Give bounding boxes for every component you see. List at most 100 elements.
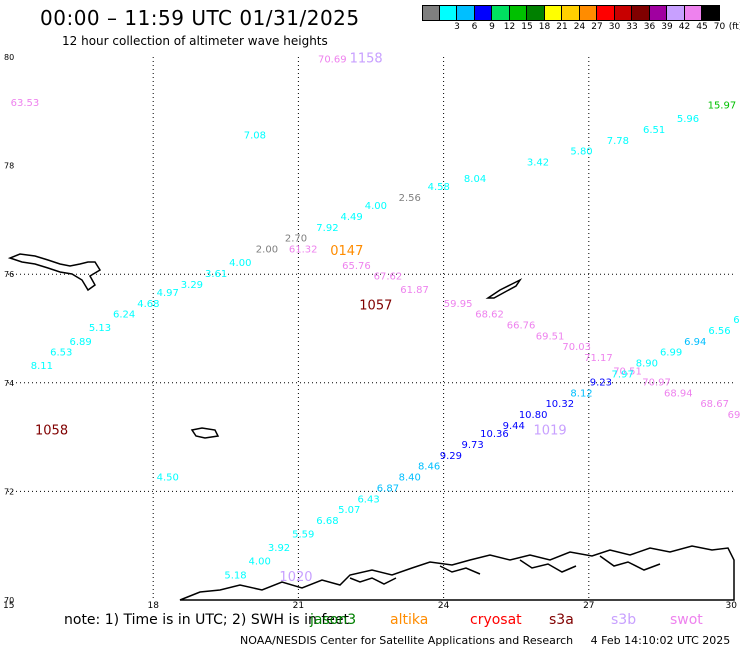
wave-height-label: 8.40 (399, 473, 421, 484)
fjord-detail-1 (349, 555, 661, 585)
wave-height-label: 4.68 (137, 299, 159, 310)
wave-height-label: 7.08 (244, 130, 266, 141)
legend-label: 70 (713, 22, 726, 32)
legend-label: 42 (678, 22, 691, 32)
wave-height-label: 8.46 (418, 462, 440, 473)
legend-label: 15 (521, 22, 533, 32)
wave-height-label: 3.29 (181, 280, 203, 291)
legend-swatch (562, 5, 580, 21)
wave-height-label: 71.17 (584, 353, 613, 364)
wave-height-label: 61.32 (289, 244, 318, 255)
wave-height-label: 70.51 (613, 367, 642, 378)
legend-label: 33 (626, 22, 638, 32)
longitude-tick-label: 21 (293, 601, 304, 611)
legend-swatch (667, 5, 685, 21)
hopen-coast (485, 278, 523, 299)
wave-height-label: 6.24 (113, 310, 135, 321)
wave-height-label: 6.87 (377, 483, 399, 494)
wave-height-label: 63.53 (11, 98, 40, 109)
wave-height-label: 4.50 (157, 473, 179, 484)
wave-height-label: 2.70 (285, 234, 307, 245)
pass-id-label: 1058 (35, 423, 68, 438)
wave-height-label: 6.99 (660, 348, 682, 359)
wave-height-label: 8.11 (31, 361, 53, 372)
legend-swatch (632, 5, 650, 21)
wave-height-label: 67.62 (374, 272, 403, 283)
legend-swatch (684, 5, 702, 21)
wave-height-label: 4.49 (341, 212, 363, 223)
wave-height-label: 3.42 (527, 158, 549, 169)
grid-lines (8, 57, 734, 600)
pass-id-label: 1020 (279, 570, 312, 585)
wave-height-label: 9.44 (503, 421, 525, 432)
svalbard-coast (7, 253, 102, 292)
wave-height-label: 10.80 (519, 410, 548, 421)
legend-label: 39 (661, 22, 673, 32)
footer-credit: NOAA/NESDIS Center for Satellite Applica… (240, 634, 731, 647)
wave-height-label: 4.58 (428, 182, 450, 193)
wave-height-label: 5.13 (89, 323, 111, 334)
latitude-tick-label: 70 (4, 596, 14, 605)
wave-height-label: 5.80 (570, 147, 592, 158)
legend-label: 30 (608, 22, 621, 32)
legend-label: 27 (591, 22, 603, 32)
norway-coast (179, 545, 735, 601)
wave-height-label: 5.07 (338, 505, 360, 516)
satellite-legend-altika: altika (390, 612, 429, 628)
wave-height-label: 2.00 (256, 244, 278, 255)
wave-height-label: 4.00 (365, 201, 387, 212)
wave-height-label: 6.68 (316, 516, 338, 527)
legend-swatch (544, 5, 562, 21)
wave-height-label: 5.96 (677, 114, 699, 125)
legend-swatch (457, 5, 475, 21)
legend-swatch (649, 5, 667, 21)
wave-height-label: 7.78 (607, 136, 629, 147)
legend-label: 21 (556, 22, 568, 32)
wave-height-label: 9.73 (462, 440, 484, 451)
satellite-legend-jason3: jason3 (310, 612, 357, 628)
legend-swatch (702, 5, 720, 21)
latitude-tick-label: 78 (4, 162, 14, 171)
wave-height-label: 9.23 (590, 378, 612, 389)
wave-height-label: 61.87 (400, 285, 429, 296)
wave-height-label: 66.76 (507, 321, 536, 332)
pass-id-label: 1057 (359, 298, 392, 313)
wave-height-label: 6.51 (643, 125, 665, 136)
wave-height-label: 4.97 (157, 288, 179, 299)
map-title: 00:00 – 11:59 UTC 01/31/2025 (40, 6, 360, 30)
longitude-tick-label: 27 (583, 601, 594, 611)
wave-height-label: 6.56 (708, 326, 730, 337)
legend-label: 3 (454, 22, 460, 32)
wave-height-label: 8.90 (636, 359, 658, 370)
legend-swatch (614, 5, 632, 21)
legend-swatch (597, 5, 615, 21)
wave-height-label: 3.92 (268, 543, 290, 554)
legend-label: 36 (643, 22, 656, 32)
legend-swatch (422, 5, 440, 21)
wave-height-label: 68.94 (664, 388, 693, 399)
wave-height-label: 6.53 (50, 348, 72, 359)
pass-id-label: 1019 (534, 423, 567, 438)
footer-note: note: 1) Time is in UTC; 2) SWH is in fe… (64, 612, 350, 628)
map-subtitle: 12 hour collection of altimeter wave hei… (62, 34, 328, 48)
wave-height-label: 3.61 (205, 269, 227, 280)
longitude-tick-label: 30 (726, 601, 738, 611)
wave-height-label: 6.94 (684, 337, 706, 348)
satellite-legend-cryosat: cryosat (470, 612, 522, 628)
latitude-tick-label: 80 (4, 53, 14, 62)
wave-height-label: 8.12 (570, 388, 592, 399)
pass-id-label: 0147 (330, 244, 363, 259)
wave-height-label: 4.00 (229, 258, 251, 269)
wave-height-label: 69.51 (536, 331, 565, 342)
coastline (7, 253, 735, 601)
latitude-tick-label: 72 (4, 487, 14, 496)
pass-id-label: 1158 (350, 51, 383, 66)
wave-height-label: 10.32 (545, 399, 574, 410)
wave-height-label: 6 (733, 315, 739, 326)
wave-height-label: 5.59 (292, 530, 314, 541)
wave-height-label: 7.97 (612, 369, 634, 380)
